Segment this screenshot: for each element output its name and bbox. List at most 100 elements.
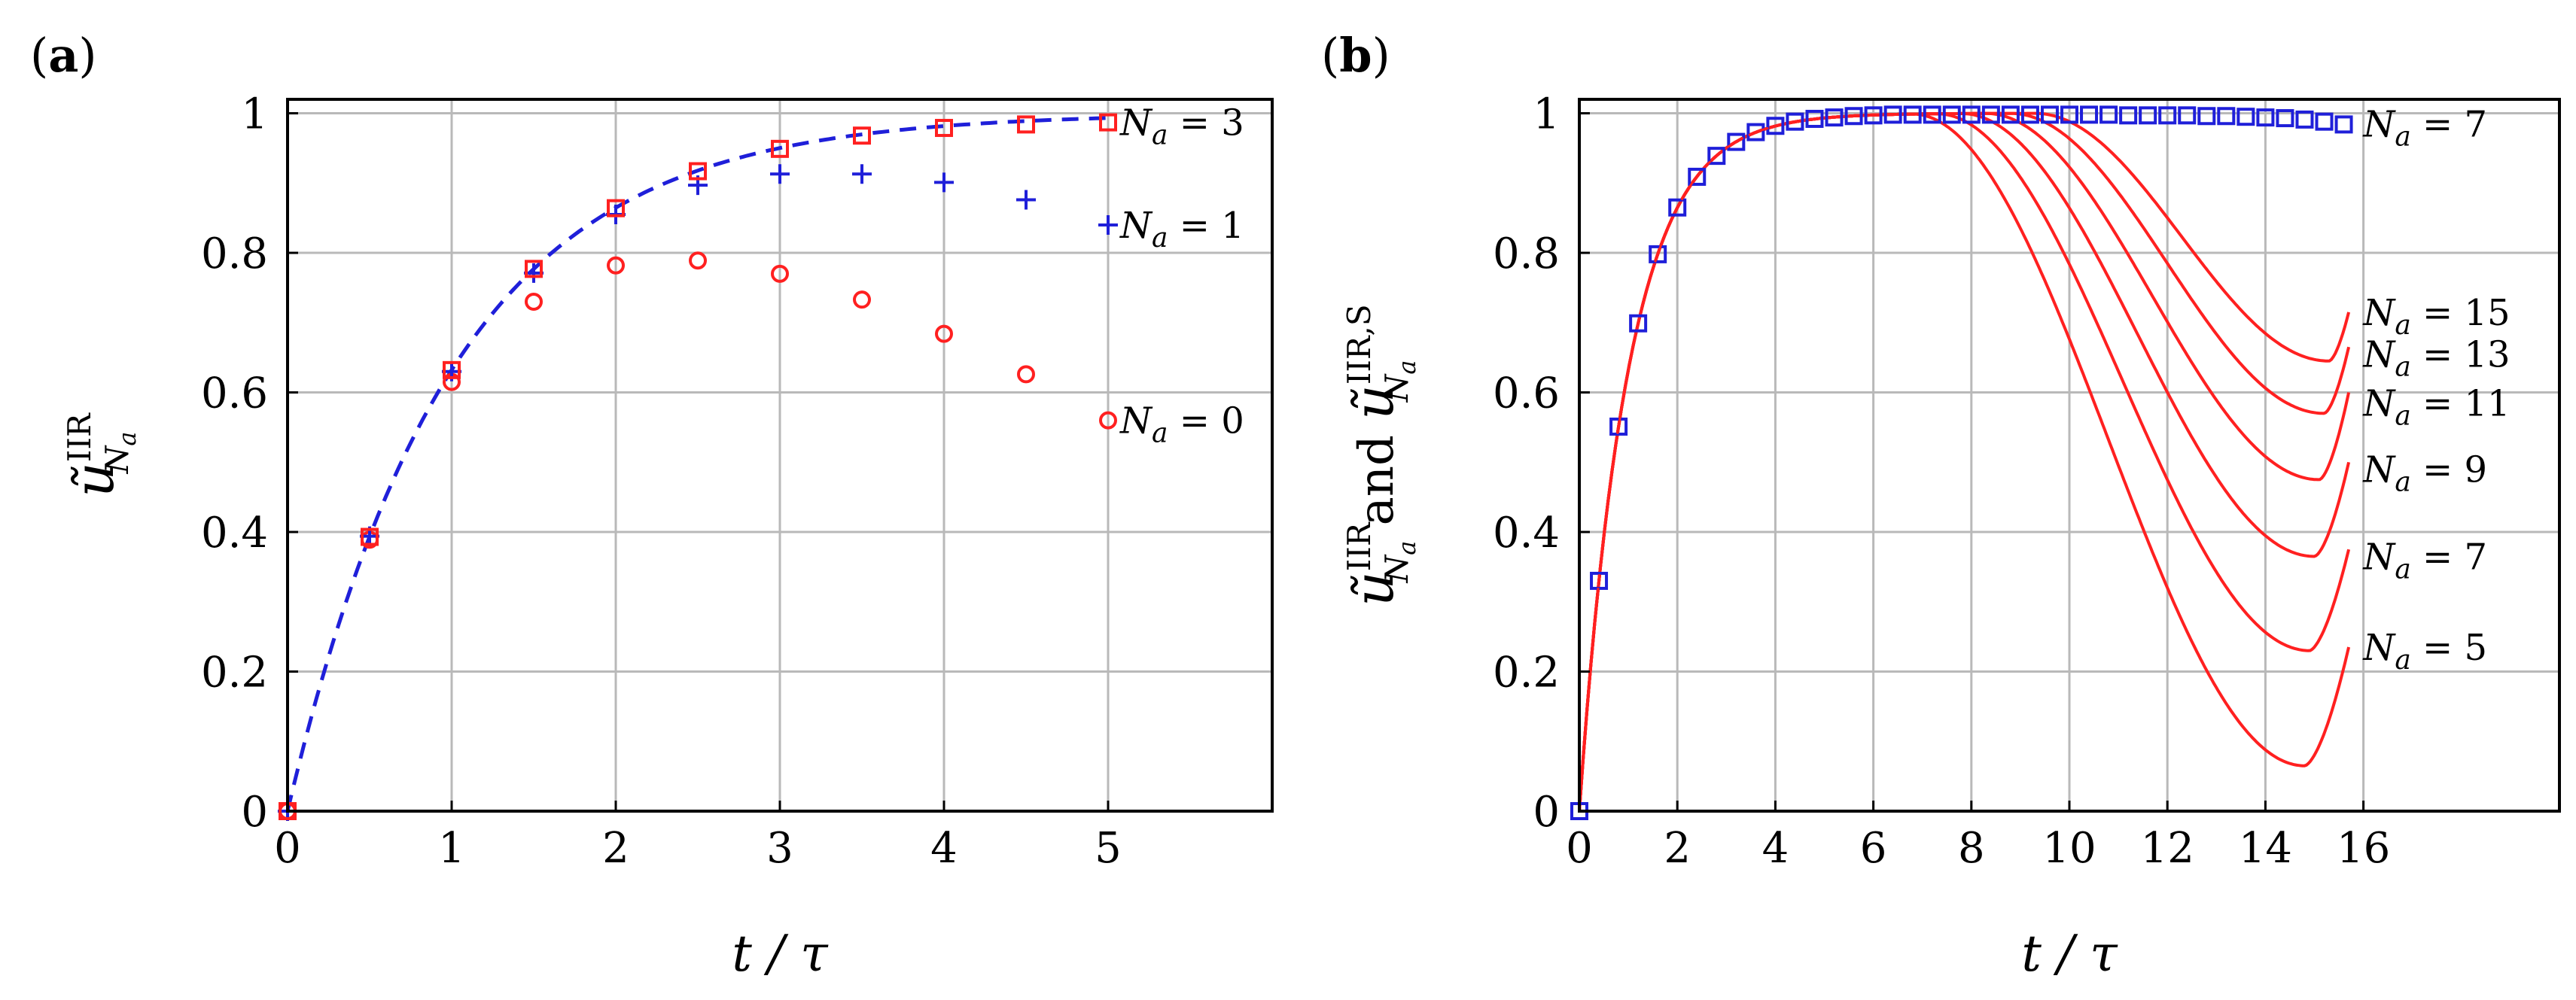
data-point-square [525,260,543,278]
data-point-square [1609,417,1628,436]
data-point-plus [852,164,872,184]
data-point-square [1805,109,1824,128]
x-tick-label: 4 [1762,824,1789,873]
legend-marker-circle [1099,411,1117,430]
series-N-a-7-S- [1570,105,2353,820]
series-N-a-1 [278,164,1036,821]
legend-label: Na = 7 [2362,536,2487,585]
data-point-square [2020,105,2039,124]
data-point-square [1707,147,1726,166]
curve-line [1578,112,2351,812]
y-tick-label: 0.8 [201,229,268,278]
data-point-circle [525,292,543,311]
data-point-square [1688,167,1707,186]
data-point-square [1825,108,1844,127]
legend-label: Na = 9 [2362,449,2487,498]
y-axis-label: ũIIRNa and ũIIR,SNa [1341,304,1421,606]
series-N-a-15 [1578,111,2351,812]
y-tick-label: 0.4 [201,509,268,558]
curve-line [1578,111,2351,812]
data-point-square [2276,109,2294,128]
data-point-square [1864,106,1883,125]
reference-dashed-curve [1578,125,1776,812]
x-tick-label: 3 [766,824,793,873]
data-point-square [2080,105,2099,124]
y-tick-label: 0.2 [1493,649,1560,698]
series-N-a-7 [1578,112,2351,812]
data-point-square [2334,115,2353,134]
legend-label: Na = 15 [2362,292,2510,341]
y-tick-label: 0 [1533,788,1560,837]
y-tick-label: 0.2 [201,649,268,698]
data-point-circle [1017,365,1035,384]
data-point-square [2256,108,2275,127]
data-point-plus [934,172,954,193]
data-point-square [361,527,379,546]
curve-line [1578,111,2351,812]
series-N-a-9 [1578,111,2351,812]
legend-label: Na = 11 [2362,382,2510,431]
data-point-square [853,126,871,145]
x-tick-label: 5 [1095,824,1122,873]
x-tick-label: 2 [1664,824,1691,873]
data-point-square [2119,106,2138,125]
data-point-square [2060,105,2078,124]
legend-label: Na = 1 [1119,205,1244,254]
legend-label: Na = 7 [2362,103,2487,152]
series-N-a-5 [1578,112,2351,812]
data-point-square [1923,105,1941,124]
x-tick-label: 1 [438,824,465,873]
x-tick-label: 4 [930,824,958,873]
curve-line [1578,111,2351,812]
legend-label: Na = 3 [1119,102,1244,151]
x-tick-label: 0 [274,824,301,873]
y-tick-label: 1 [1533,90,1560,139]
legend-label: Na = 13 [2362,334,2510,383]
x-tick-label: 10 [2042,824,2096,873]
data-point-square [689,162,707,181]
legend-label: Na = 0 [1119,400,1244,449]
series-N-a-0 [279,251,1035,820]
panel-label: (a) [30,28,97,83]
data-point-square [2217,107,2236,126]
data-point-square [1844,107,1863,126]
data-point-square [1017,115,1035,134]
data-point-square [607,199,625,217]
data-point-square [2295,110,2314,129]
x-axis-label: t / τ [2021,925,2118,983]
series-N-a-11 [1578,111,2351,812]
x-tick-label: 6 [1860,824,1887,873]
data-point-square [443,360,461,379]
data-point-square [2236,108,2255,126]
data-point-square [1903,105,1922,124]
data-point-square [1786,112,1804,131]
data-point-square [2099,105,2118,124]
data-point-square [2040,105,2059,124]
legend-label: Na = 5 [2362,627,2487,676]
y-axis-label: ũIIRNa [61,412,142,497]
x-tick-label: 16 [2337,824,2390,873]
data-point-square [2158,106,2177,125]
data-point-square [1883,105,1902,124]
y-tick-label: 0.6 [201,369,268,418]
x-tick-label: 12 [2141,824,2194,873]
legend-marker-plus [1098,214,1118,235]
data-point-square [1099,113,1117,132]
data-point-plus [770,164,790,184]
series-N-a-3 [279,113,1117,820]
data-point-square [2001,105,2020,124]
data-point-square [2139,106,2157,125]
panel-label: (b) [1321,28,1390,83]
y-tick-label: 0 [241,788,268,837]
data-point-square [1766,117,1785,135]
x-tick-label: 8 [1958,824,1985,873]
data-point-circle [853,290,871,309]
y-tick-label: 1 [241,90,268,139]
data-point-square [1668,198,1687,217]
data-point-square [771,139,789,158]
chart-panel-a: (a) Na = 3 Na = 1 Na = 0 0 1 2 3 4 5 0 0.2 0.4 0.6 0.8… [30,28,1274,983]
x-tick-label: 14 [2239,824,2292,873]
y-tick-label: 0.8 [1493,229,1560,278]
curve-line [1578,112,2351,812]
